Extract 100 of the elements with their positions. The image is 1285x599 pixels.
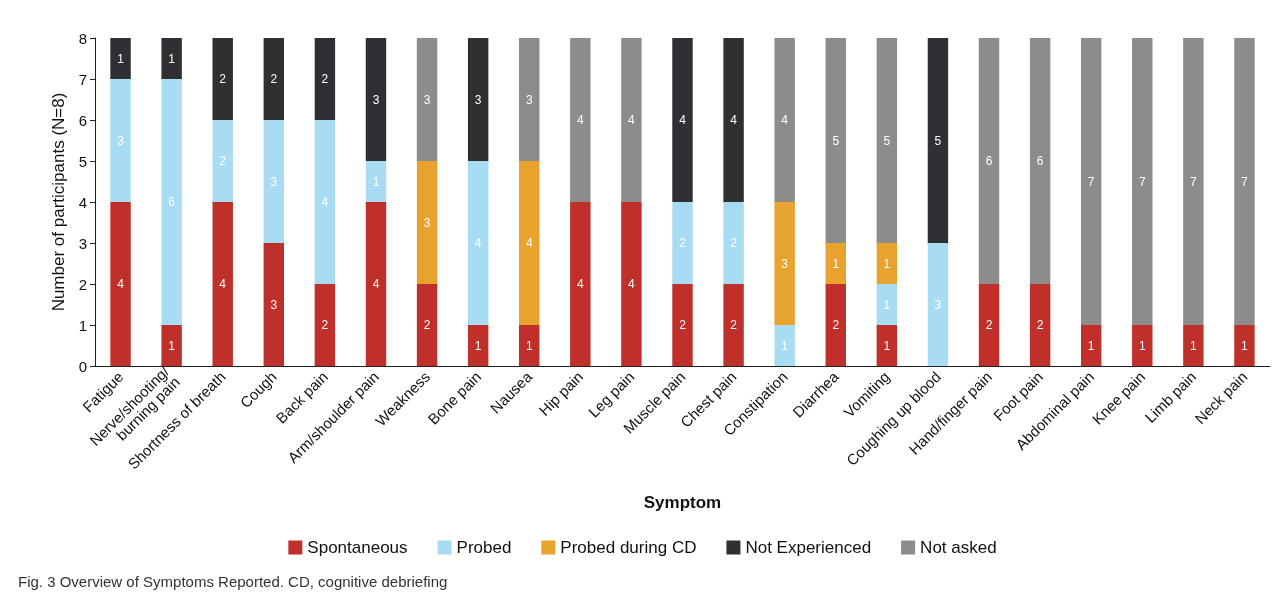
- bar: [212, 38, 233, 120]
- y-tick-label: 3: [78, 234, 87, 252]
- bar: [110, 38, 131, 79]
- data-label: 3: [117, 133, 125, 148]
- bar: [876, 38, 898, 243]
- data-label: 2: [832, 318, 840, 332]
- data-label: 3: [781, 256, 789, 271]
- data-label: 3: [423, 215, 431, 230]
- bar: [212, 202, 233, 366]
- data-label: 2: [1036, 318, 1044, 332]
- bar: [161, 325, 182, 366]
- data-label: 1: [525, 338, 533, 353]
- bar: [621, 202, 642, 366]
- legend-label: Spontaneous: [307, 538, 408, 557]
- bar: [825, 284, 846, 366]
- data-label: 4: [628, 113, 636, 127]
- legend-label: Probed: [456, 538, 512, 557]
- data-label: 1: [883, 297, 891, 312]
- data-label: 7: [1138, 174, 1146, 189]
- data-label: 6: [985, 154, 993, 168]
- bar: [978, 284, 1000, 366]
- data-label: 1: [1087, 338, 1095, 353]
- bar: [978, 38, 1000, 284]
- y-tick-label: 7: [78, 70, 87, 88]
- bar: [467, 161, 489, 325]
- data-label: 1: [372, 174, 380, 189]
- bar: [1029, 38, 1051, 284]
- y-tick-label: 1: [78, 316, 87, 334]
- bar: [314, 284, 336, 366]
- bar: [672, 38, 693, 202]
- bar: [1132, 325, 1153, 366]
- bar: [519, 38, 540, 161]
- bar: [365, 161, 387, 202]
- bar: [1080, 38, 1102, 325]
- data-label: 4: [628, 277, 636, 291]
- bar: [825, 243, 846, 284]
- data-label: 4: [117, 277, 125, 291]
- y-tick-label: 6: [78, 111, 87, 129]
- data-label: 6: [168, 195, 176, 209]
- bar: [467, 38, 489, 161]
- x-axis-title: Symptom: [643, 493, 722, 512]
- data-label: 5: [934, 133, 942, 148]
- data-label: 2: [321, 72, 329, 86]
- data-label: 2: [423, 318, 431, 332]
- data-label: 3: [525, 92, 533, 107]
- y-tick-label: 5: [78, 152, 87, 170]
- bar: [774, 325, 795, 366]
- data-label: 5: [883, 133, 891, 148]
- bar: [263, 243, 285, 366]
- bar: [774, 38, 795, 202]
- data-label: 4: [730, 113, 738, 127]
- data-label: 3: [270, 174, 278, 189]
- bar: [416, 161, 438, 284]
- data-label: 7: [1241, 174, 1249, 189]
- bar: [161, 79, 182, 325]
- bar: [212, 120, 233, 202]
- y-tick-label: 8: [78, 29, 87, 47]
- bar: [876, 284, 898, 325]
- bar: [570, 202, 591, 366]
- data-label: 1: [168, 338, 176, 353]
- y-axis-title: Number of participants (N=8): [49, 92, 68, 312]
- data-label: 3: [423, 92, 431, 107]
- bar: [519, 161, 540, 325]
- bar: [416, 284, 438, 366]
- bar: [672, 284, 693, 366]
- data-label: 2: [730, 318, 738, 332]
- data-label: 1: [832, 256, 840, 271]
- bar: [723, 284, 744, 366]
- data-label: 4: [372, 277, 380, 291]
- data-label: 4: [525, 236, 533, 250]
- y-tick-label: 4: [78, 193, 87, 211]
- data-label: 7: [1190, 174, 1198, 189]
- bar: [672, 202, 693, 284]
- bar: [621, 38, 642, 202]
- bar: [263, 120, 285, 243]
- data-label: 2: [985, 318, 993, 332]
- bar: [1132, 38, 1153, 325]
- bar: [314, 38, 336, 120]
- bar: [519, 325, 540, 366]
- data-label: 4: [474, 236, 482, 250]
- caption: Fig. 3 Overview of Symptoms Reported. CD, cognitive debriefing: [18, 573, 448, 590]
- bar: [1029, 284, 1051, 366]
- bar: [110, 202, 131, 366]
- data-label: 3: [934, 297, 942, 312]
- bar: [110, 79, 131, 202]
- data-label: 4: [576, 113, 584, 127]
- data-label: 4: [576, 277, 584, 291]
- bar: [774, 202, 795, 325]
- data-label: 2: [219, 72, 227, 86]
- data-label: 1: [883, 256, 891, 271]
- bar: [467, 325, 489, 366]
- bar: [365, 202, 387, 366]
- bar: [927, 243, 949, 366]
- bar: [416, 38, 438, 161]
- y-tick-label: 2: [78, 275, 87, 293]
- data-label: 1: [474, 338, 482, 353]
- bar: [876, 325, 898, 366]
- bar: [927, 38, 949, 243]
- data-label: 5: [832, 133, 840, 148]
- data-label: 1: [1190, 338, 1198, 353]
